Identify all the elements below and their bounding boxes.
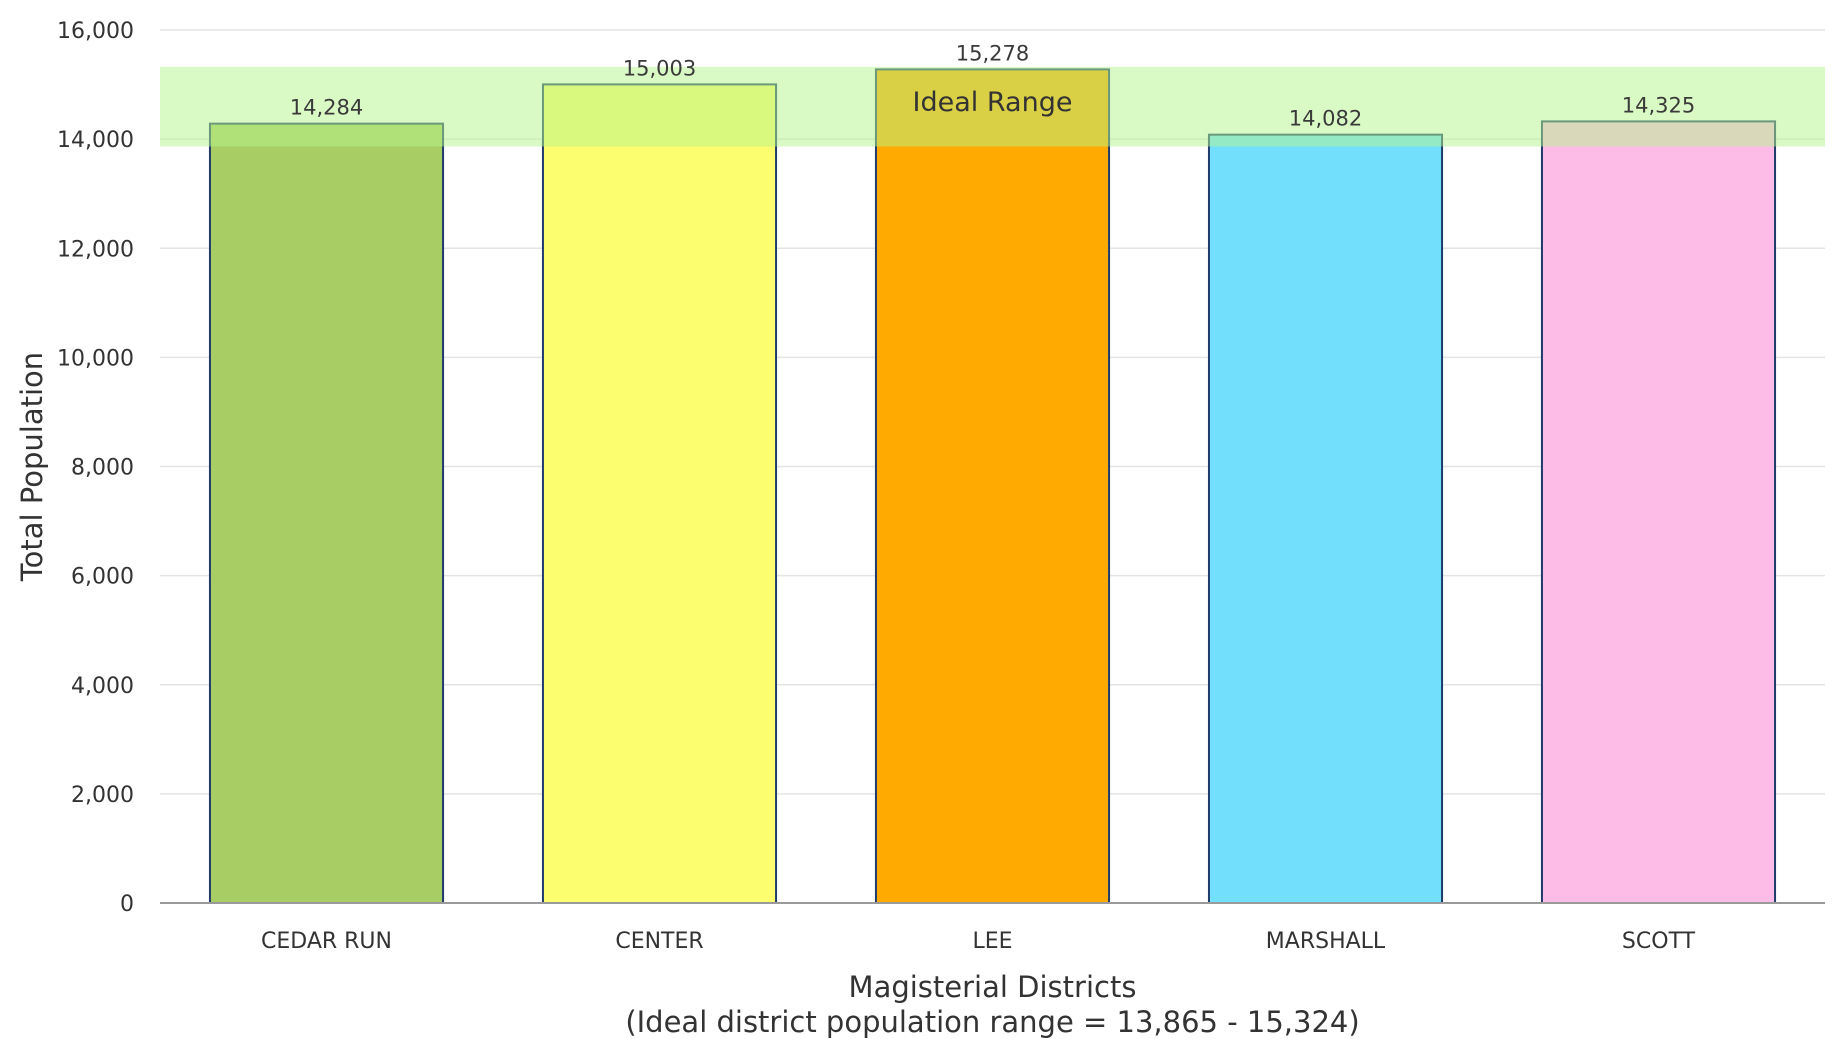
data-label: 15,278 <box>956 41 1029 65</box>
y-tick-label: 10,000 <box>57 346 134 371</box>
labels: 14,284 15,003 15,278 14,082 14,325 Ideal Rang… <box>290 41 1695 130</box>
y-tick-label: 4,000 <box>71 674 134 699</box>
y-tick-label: 16,000 <box>57 19 134 44</box>
y-tick-label: 8,000 <box>71 456 134 481</box>
bars <box>208 68 1777 905</box>
y-tick-label: 12,000 <box>57 237 134 262</box>
ideal-range-band-rect <box>160 66 1825 147</box>
y-tick-label: 2,000 <box>71 783 134 808</box>
x-tick-label: CEDAR RUN <box>261 929 392 954</box>
data-label: 14,284 <box>290 96 363 120</box>
x-tick-label: LEE <box>972 929 1012 954</box>
bar-scott <box>1540 120 1777 904</box>
data-label: 15,003 <box>623 56 696 80</box>
y-tick-label: 6,000 <box>71 565 134 590</box>
axes: 0 2,000 4,000 6,000 8,000 10,000 12,000 14,000 1… <box>57 19 1825 954</box>
x-axis-subtitle: (Ideal district population range = 13,86… <box>625 1005 1359 1039</box>
y-tick-label: 14,000 <box>57 128 134 153</box>
bar-lee <box>874 68 1111 905</box>
data-label: 14,325 <box>1622 93 1695 117</box>
x-tick-label: SCOTT <box>1622 929 1696 954</box>
data-label: 14,082 <box>1289 107 1362 131</box>
x-tick-label: CENTER <box>615 929 703 954</box>
x-tick-label: MARSHALL <box>1266 929 1386 954</box>
ideal-range-label: Ideal Range <box>913 87 1073 118</box>
bar-marshall <box>1207 133 1444 904</box>
y-tick-label: 0 <box>120 892 134 917</box>
y-axis-title: Total Population <box>15 352 49 582</box>
ideal-range-band <box>160 66 1825 147</box>
bar-center <box>541 83 778 905</box>
x-axis-title: Magisterial Districts <box>849 970 1137 1004</box>
bar-cedar-run <box>208 122 445 904</box>
